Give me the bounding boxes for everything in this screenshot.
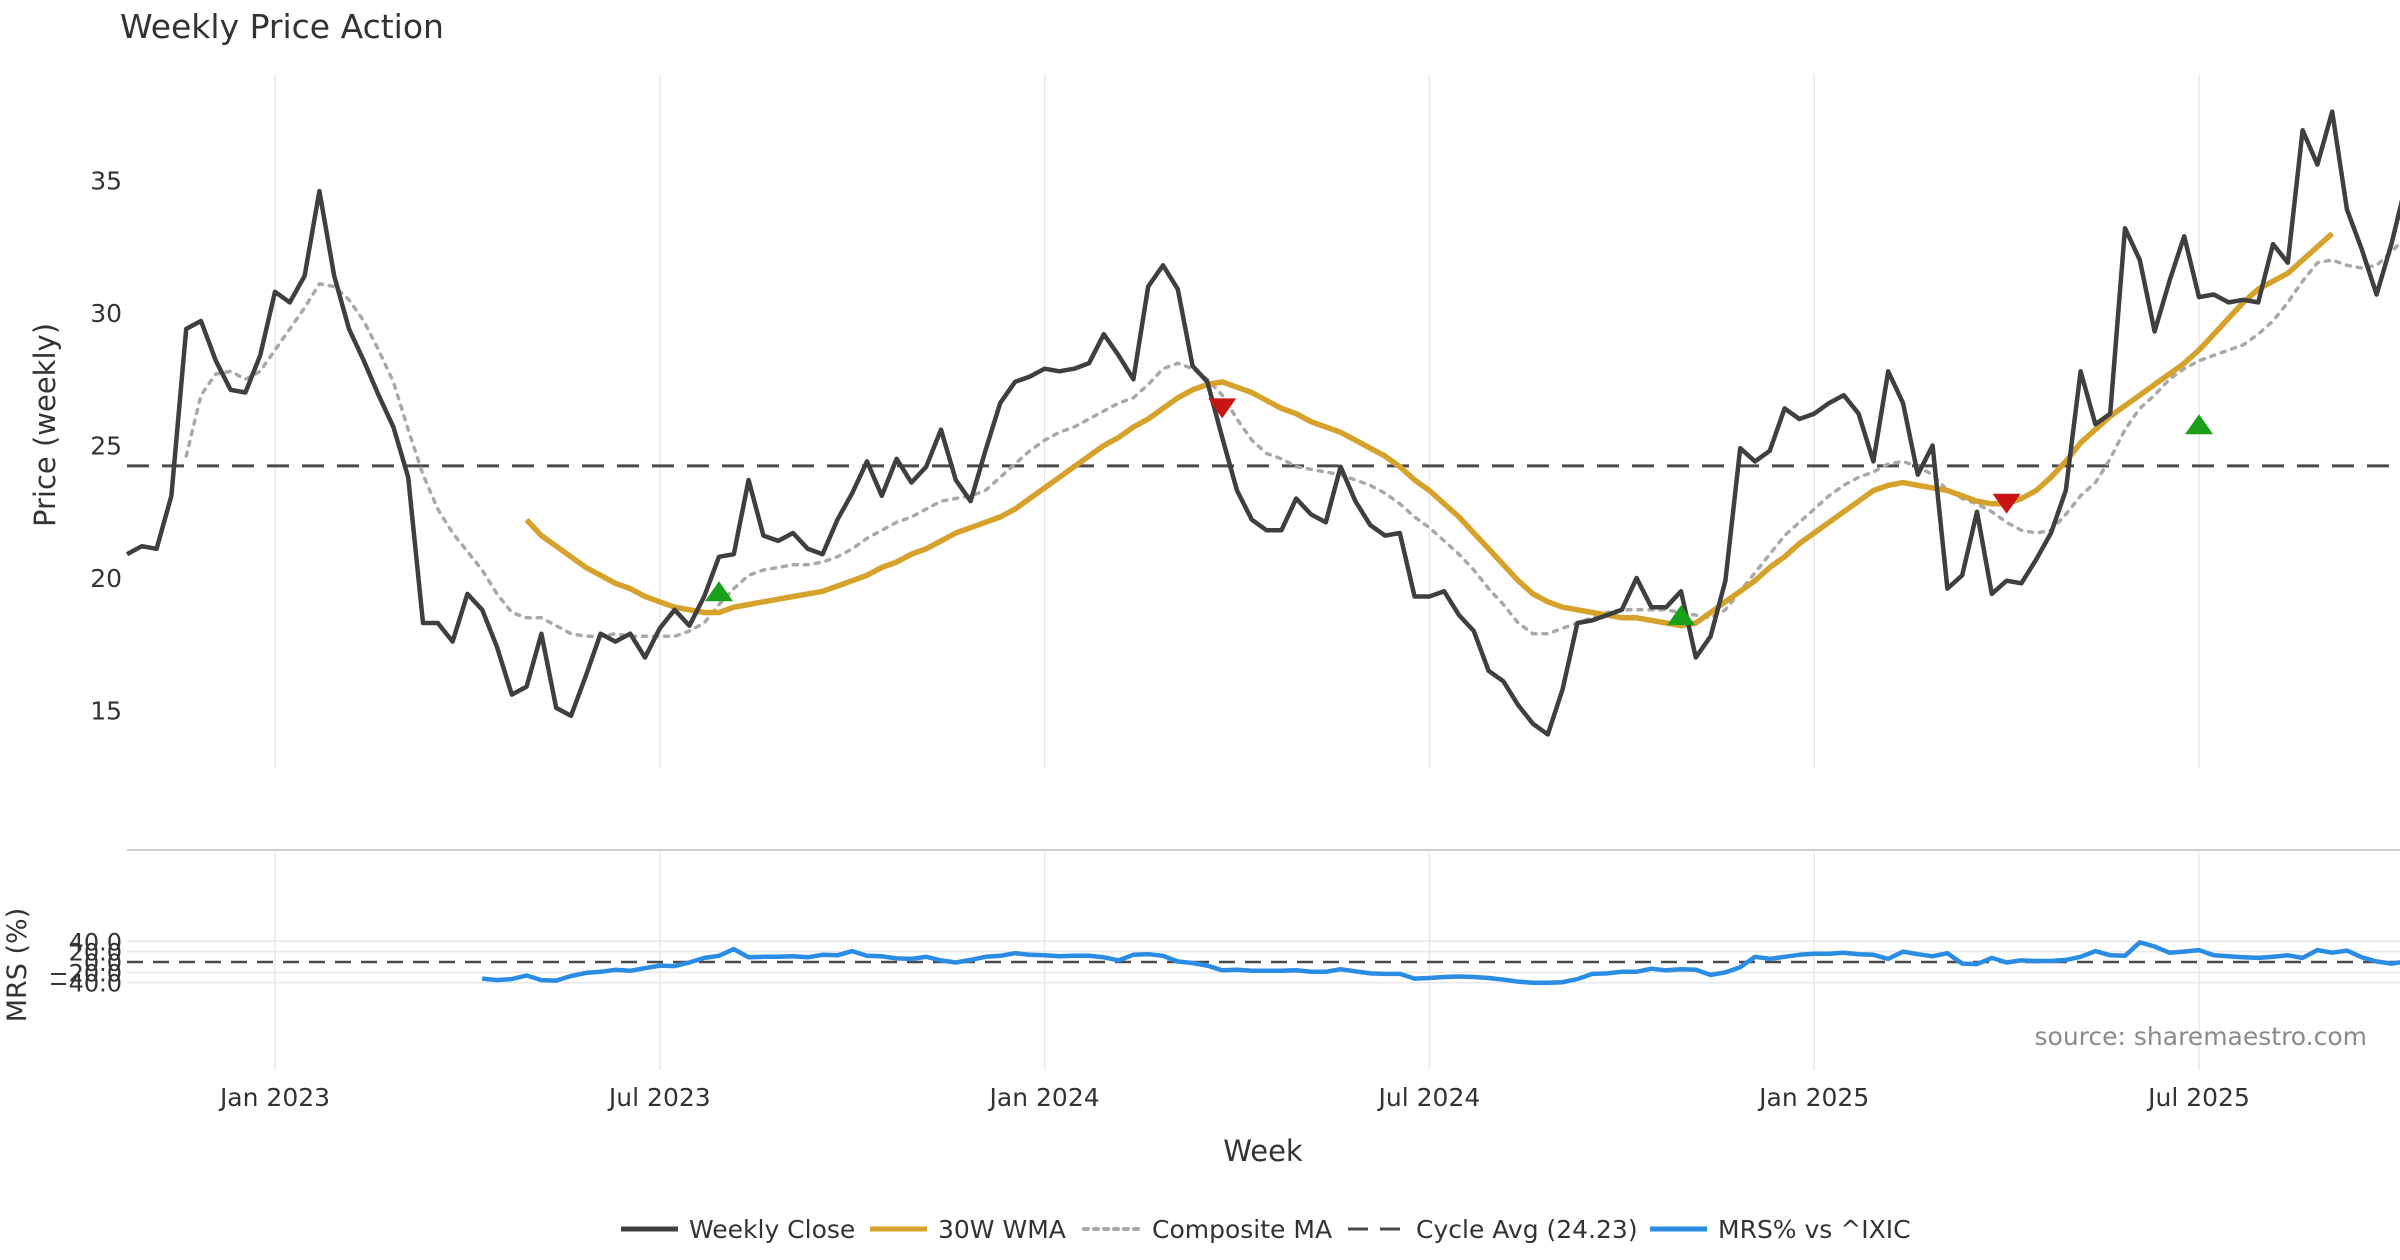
x-tick-label: Jul 2024 xyxy=(1377,1083,1481,1112)
mrs-y-tick: 0.0 xyxy=(84,949,122,977)
x-axis-label: Week xyxy=(1223,1134,1303,1168)
x-tick-label: Jan 2023 xyxy=(218,1083,330,1112)
sell-signal-marker xyxy=(1992,493,2021,514)
price-y-tick: 35 xyxy=(90,167,122,196)
legend-item-wma: 30W WMA xyxy=(870,1215,1066,1244)
legend-item-weekly-close: Weekly Close xyxy=(621,1215,855,1244)
x-axis-ticks: Jan 2023 Jul 2023 Jan 2024 Jul 2024 Jan 2025… xyxy=(218,1083,2250,1112)
x-tick-label: Jan 2025 xyxy=(1757,1083,1869,1112)
composite-ma-line xyxy=(184,240,2400,639)
legend-label-composite: Composite MA xyxy=(1152,1215,1332,1244)
wma-30w-line xyxy=(524,231,2335,629)
price-y-tick: 25 xyxy=(90,432,122,461)
price-panel: 15 20 25 30 35 Price (weekly) xyxy=(28,75,2400,768)
legend-item-cycle: Cycle Avg (24.23) xyxy=(1348,1215,1638,1244)
legend-label-wma: 30W WMA xyxy=(938,1215,1066,1244)
mrs-y-tick: 40.0 xyxy=(69,928,122,956)
price-y-tick: 30 xyxy=(90,299,122,328)
mrs-y-ticks: 40.020.00.0−20.0−40.0 xyxy=(48,928,122,997)
legend-label-mrs: MRS% vs ^IXIC xyxy=(1718,1215,1911,1244)
price-y-ticks: 15 20 25 30 35 xyxy=(90,167,122,726)
x-tick-label: Jul 2023 xyxy=(607,1083,711,1112)
price-y-tick: 15 xyxy=(90,697,122,726)
price-y-tick: 20 xyxy=(90,564,122,593)
price-y-axis-label: Price (weekly) xyxy=(28,323,62,527)
legend-item-composite: Composite MA xyxy=(1082,1215,1332,1244)
mrs-line xyxy=(481,940,2400,985)
x-tick-label: Jul 2025 xyxy=(2146,1083,2250,1112)
weekly-close-line xyxy=(125,109,2400,737)
mrs-panel: 40.020.00.0−20.0−40.0 MRS (%) source: sh… xyxy=(2,849,2400,1168)
legend-item-mrs: MRS% vs ^IXIC xyxy=(1650,1215,1911,1244)
legend-label-weekly-close: Weekly Close xyxy=(689,1215,855,1244)
x-tick-label: Jan 2024 xyxy=(988,1083,1100,1112)
buy-signal-marker xyxy=(705,581,733,602)
source-label: source: sharemaestro.com xyxy=(2035,1022,2368,1051)
buy-signal-marker xyxy=(2185,414,2213,435)
legend-label-cycle: Cycle Avg (24.23) xyxy=(1416,1215,1638,1244)
mrs-y-axis-label: MRS (%) xyxy=(2,908,33,1023)
mrs-y-tick: −40.0 xyxy=(48,970,122,998)
sell-signal-marker xyxy=(1208,398,1237,419)
signal-markers xyxy=(705,398,2213,626)
legend: Weekly Close 30W WMA Composite MA Cycle … xyxy=(621,1215,1911,1244)
chart-title: Weekly Price Action xyxy=(120,7,444,46)
mrs-y-tick: 20.0 xyxy=(69,939,122,967)
mrs-y-tick: −20.0 xyxy=(48,959,122,987)
buy-signal-marker xyxy=(1667,605,1695,626)
